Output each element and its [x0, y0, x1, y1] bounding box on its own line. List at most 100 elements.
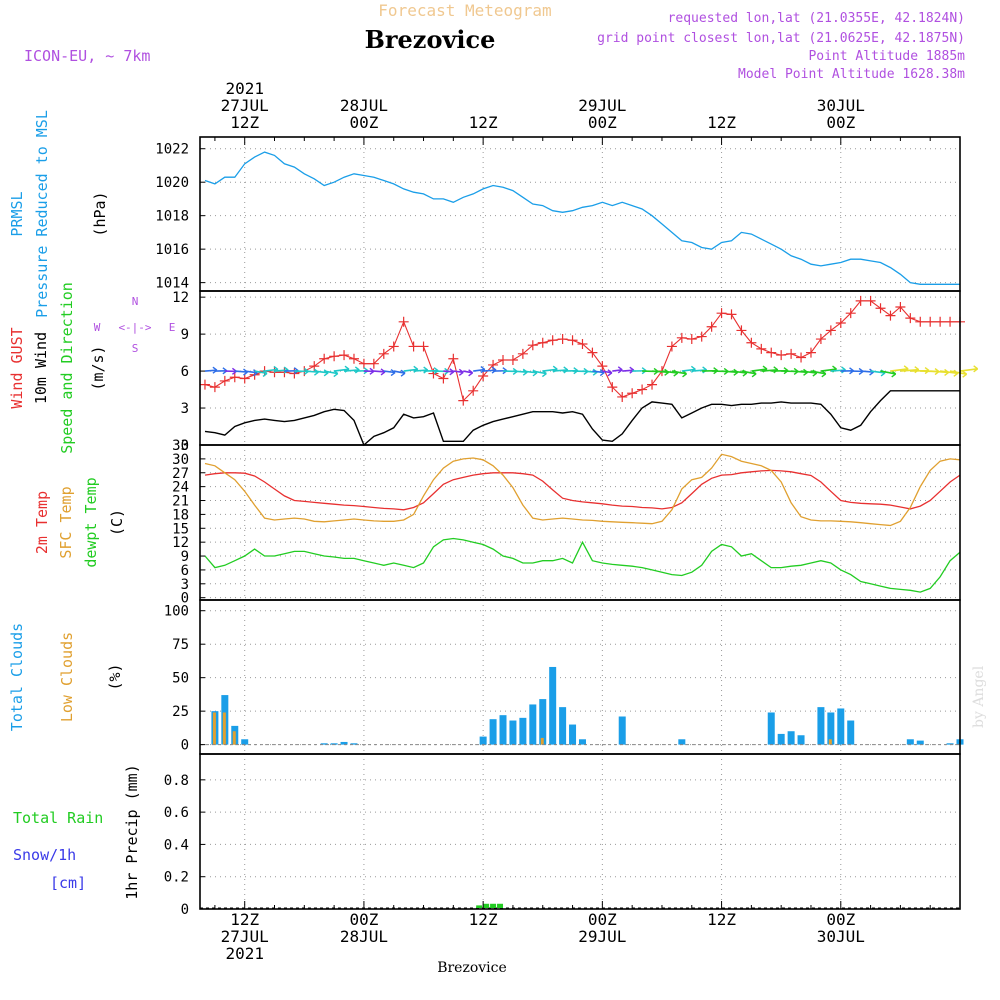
cloud-ytick-label: 75: [172, 637, 189, 653]
gust-marker: [378, 348, 389, 359]
precip-ytick-label: 0.6: [164, 805, 189, 821]
wind-arrow-head: [262, 369, 268, 377]
wind-arrow-shaft: [592, 370, 605, 374]
wind-panel-label: Speed and Direction: [58, 282, 76, 454]
gust-marker: [239, 373, 250, 384]
temp-ytick-label: 15: [172, 521, 189, 537]
total-cloud-bar: [618, 716, 626, 745]
gust-marker: [776, 350, 787, 361]
wind-arrow-head: [962, 370, 968, 378]
wind-arrow-shaft: [453, 370, 464, 374]
low-cloud-bar: [828, 739, 832, 745]
wind-arrow-shaft: [383, 370, 396, 374]
time-label-bottom: 00Z: [588, 910, 617, 929]
gust-marker: [845, 308, 856, 319]
time-label-top: 2021: [225, 79, 264, 98]
time-label-bottom: 12Z: [469, 910, 498, 929]
pressure-line: [204, 151, 960, 285]
time-label-top: 00Z: [826, 113, 855, 132]
time-label-top: 00Z: [588, 113, 617, 132]
gust-marker: [348, 353, 359, 364]
gust-marker: [815, 334, 826, 345]
wind-arrow-shaft: [691, 369, 707, 372]
total-cloud-bar: [519, 717, 527, 745]
gust-marker: [458, 395, 469, 406]
wind-ytick-label: 6: [181, 364, 189, 380]
wind-direction-arrow: [363, 367, 375, 375]
gust-marker: [647, 379, 658, 390]
wind-arrow-shaft: [880, 370, 896, 375]
gust-marker: [666, 341, 677, 352]
wind-arrow-shaft: [959, 368, 978, 372]
compass-letter: N: [132, 295, 139, 308]
precip-ytick-label: 0.8: [164, 773, 189, 789]
precip-panel-frame: [199, 753, 961, 910]
gust-marker: [398, 316, 409, 327]
pressure-panel-label: PRMSL: [8, 191, 26, 236]
cloud-panel-label: Low Clouds: [58, 632, 76, 722]
time-label-top: 12Z: [469, 113, 498, 132]
grid-coords: grid point closest lon,lat (21.0625E, 42…: [597, 31, 965, 46]
footer-station: Brezovice: [437, 960, 507, 976]
wind-arrow-shaft: [393, 370, 406, 374]
wind-direction-arrow: [612, 366, 623, 374]
gust-marker: [537, 337, 548, 348]
wind-arrow-shaft: [741, 370, 757, 375]
wind-arrow-shaft: [324, 370, 338, 375]
gust-marker: [935, 316, 946, 327]
gust-marker: [448, 353, 459, 364]
pressure-panel-frame: [199, 136, 961, 292]
wind-arrow-shaft: [532, 370, 547, 375]
model-altitude: Model Point Altitude 1628.38m: [738, 67, 965, 82]
gust-marker: [498, 354, 509, 365]
pressure-ytick-label: 1022: [155, 142, 189, 158]
cloud-panel-frame: [199, 599, 961, 755]
gust-marker: [358, 358, 369, 369]
gust-marker: [895, 302, 906, 313]
total-cloud-bar: [916, 740, 924, 745]
wind-ytick-label: 3: [181, 401, 189, 417]
wind-arrow-shaft: [254, 370, 268, 375]
gust-marker: [329, 351, 340, 362]
wind-arrow-shaft: [731, 370, 748, 374]
total-cloud-bar: [489, 719, 497, 745]
wind-ytick-label: 9: [181, 327, 189, 343]
temp-ytick-label: 18: [172, 507, 189, 523]
total-cloud-bar: [320, 743, 328, 745]
compass-letter: W: [94, 321, 101, 334]
wind-direction-arrow: [949, 370, 968, 378]
wind-arrow-shaft: [800, 370, 817, 374]
wind-panel-label: (m/s): [89, 345, 107, 390]
total-cloud-bar: [906, 739, 914, 745]
total-cloud-bar: [479, 736, 487, 745]
wind-arrow-shaft: [403, 368, 418, 372]
compass-arrows: <-|->: [118, 321, 151, 334]
total-cloud-bar: [678, 739, 686, 745]
total-cloud-bar: [569, 724, 577, 745]
total-cloud-bar: [499, 715, 507, 745]
gust-marker: [796, 352, 807, 363]
cloud-ytick-label: 0: [181, 738, 189, 754]
wind-arrow-shaft: [890, 368, 909, 372]
gust-line: [204, 300, 960, 402]
wind-arrow-shaft: [373, 370, 386, 373]
rain-bar: [490, 903, 497, 908]
wind-arrow-head: [617, 366, 623, 374]
temp-panel-frame: [199, 444, 961, 601]
wind-arrow-shaft: [343, 369, 360, 372]
wind-arrow-shaft: [522, 370, 538, 374]
gust-marker: [478, 371, 489, 382]
time-label-bottom: 28JUL: [340, 927, 388, 946]
time-label-bottom: 12Z: [230, 910, 259, 929]
total-cloud-bar: [578, 739, 586, 745]
pressure-ytick-label: 1016: [155, 242, 189, 258]
total-cloud-bar: [330, 743, 338, 745]
wind-arrow-shaft: [463, 370, 473, 374]
gust-marker: [825, 325, 836, 336]
time-label-bottom: 00Z: [349, 910, 378, 929]
wind-arrow-head: [369, 367, 375, 375]
wind-arrow-head: [458, 368, 464, 376]
total-cloud-bar: [797, 735, 805, 745]
total-cloud-bar: [767, 712, 775, 745]
gust-marker: [408, 341, 419, 352]
